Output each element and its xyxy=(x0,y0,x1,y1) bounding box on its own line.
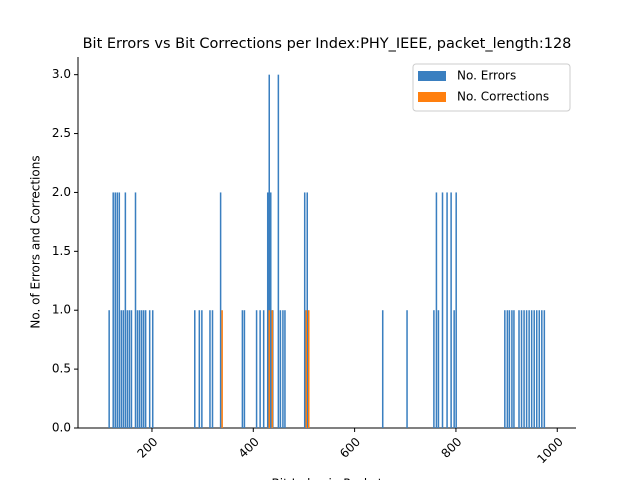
bar xyxy=(538,310,541,428)
bar xyxy=(138,310,141,428)
bar xyxy=(525,310,528,428)
bar xyxy=(279,310,282,428)
bar xyxy=(142,310,145,428)
bar xyxy=(308,310,310,428)
bar xyxy=(518,310,520,428)
bar xyxy=(194,310,196,428)
bar xyxy=(277,74,280,429)
bar xyxy=(128,310,131,428)
bar xyxy=(130,310,133,428)
bar xyxy=(284,310,286,428)
bar xyxy=(504,310,506,428)
bar xyxy=(116,192,119,428)
bar xyxy=(441,192,444,428)
bar xyxy=(209,310,211,428)
bar xyxy=(148,310,151,428)
legend-label: No. Errors xyxy=(457,69,516,83)
legend-swatch xyxy=(418,92,446,102)
bar xyxy=(453,310,455,428)
bar xyxy=(198,310,201,428)
y-tick-label: 2.0 xyxy=(52,185,71,199)
bar xyxy=(508,310,511,428)
bar xyxy=(126,310,129,428)
legend-box xyxy=(412,63,571,112)
bar xyxy=(243,310,246,428)
bar xyxy=(437,310,440,428)
bar xyxy=(303,192,306,428)
bar xyxy=(122,310,125,428)
bar xyxy=(114,192,116,428)
x-tick-label: 200 xyxy=(134,435,160,461)
bar xyxy=(136,310,139,428)
x-tick-label: 1000 xyxy=(534,435,565,466)
bar xyxy=(266,192,269,428)
bar xyxy=(520,310,523,428)
y-tick-label: 1.5 xyxy=(52,244,71,258)
bar xyxy=(221,310,223,428)
bar xyxy=(506,310,509,428)
bar xyxy=(306,192,309,428)
y-tick-label: 0.5 xyxy=(52,362,71,376)
bar xyxy=(271,310,274,428)
bar xyxy=(305,310,307,428)
y-axis-label: No. of Errors and Corrections xyxy=(29,155,43,328)
bar xyxy=(541,310,543,428)
bar xyxy=(455,192,457,428)
bar xyxy=(530,310,533,428)
bar xyxy=(381,310,384,428)
bar xyxy=(511,310,513,428)
bar xyxy=(450,192,452,428)
bar xyxy=(241,310,244,428)
bar xyxy=(268,310,271,428)
y-tick-label: 1.0 xyxy=(52,303,71,317)
bar xyxy=(528,310,530,428)
bar xyxy=(144,310,147,428)
bar xyxy=(433,310,435,428)
bar xyxy=(270,192,272,428)
bar xyxy=(513,310,515,428)
bar xyxy=(543,310,546,428)
x-tick-label: 800 xyxy=(438,435,464,461)
y-tick-label: 2.5 xyxy=(52,126,71,140)
bar xyxy=(134,192,137,428)
bar xyxy=(255,310,258,428)
bar xyxy=(523,310,525,428)
bar xyxy=(406,310,408,428)
bar xyxy=(211,310,214,428)
bar xyxy=(282,310,284,428)
bar xyxy=(262,310,265,428)
bar xyxy=(268,74,271,429)
bar xyxy=(535,310,538,428)
bar xyxy=(533,310,535,428)
x-tick-label: 600 xyxy=(337,435,363,461)
bar xyxy=(118,192,121,428)
legend: No. Errors No. Corrections xyxy=(412,63,571,112)
x-axis-label: Bit Index in Packet xyxy=(272,477,383,480)
bar xyxy=(124,192,127,428)
y-tick-label: 3.0 xyxy=(52,67,71,81)
bar xyxy=(219,192,222,428)
legend-label: No. Corrections xyxy=(457,90,549,104)
bar xyxy=(151,310,154,428)
bar xyxy=(435,192,438,428)
bar xyxy=(112,192,114,428)
chart-title: Bit Errors vs Bit Corrections per Index:… xyxy=(83,36,572,52)
bar xyxy=(201,310,203,428)
bar xyxy=(140,310,143,428)
bar xyxy=(446,192,448,428)
bar xyxy=(108,310,110,428)
bar xyxy=(120,310,123,428)
legend-swatch xyxy=(418,71,446,81)
x-tick-label: 400 xyxy=(236,435,262,461)
bar xyxy=(259,310,261,428)
y-tick-label: 0.0 xyxy=(52,421,71,435)
